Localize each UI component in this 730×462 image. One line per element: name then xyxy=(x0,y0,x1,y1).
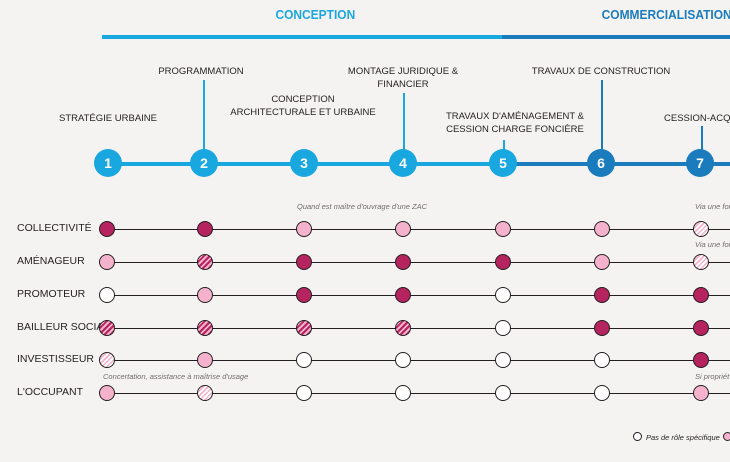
role-dot xyxy=(594,385,610,401)
stage-label-3: CONCEPTION ARCHITECTURALE ET URBAINE xyxy=(230,93,376,119)
role-dot xyxy=(594,254,610,270)
step-7: 7 xyxy=(686,149,714,177)
step-6: 6 xyxy=(587,149,615,177)
stage-label-4-line1: MONTAGE JURIDIQUE & xyxy=(347,66,459,77)
legend-no-role-dot xyxy=(633,432,642,441)
actor-row-line xyxy=(107,229,730,230)
stage-label-4-line2: FINANCIER xyxy=(377,79,429,90)
legend-partial-role-dot xyxy=(723,432,730,441)
legend-no-role-label: Pas de rôle spécifique xyxy=(646,433,720,442)
actor-row-line xyxy=(107,262,730,263)
note-via-1: Via une for xyxy=(695,202,730,211)
role-dot xyxy=(395,320,411,336)
connector-6 xyxy=(601,80,603,150)
role-dot xyxy=(693,221,709,237)
role-dot xyxy=(395,254,411,270)
role-dot xyxy=(197,221,213,237)
stage-label-3-line2: ARCHITECTURALE ET URBAINE xyxy=(230,107,376,118)
phase-conception-title: CONCEPTION xyxy=(275,7,356,22)
stage-label-4: MONTAGE JURIDIQUE & FINANCIER xyxy=(348,65,458,91)
step-1: 1 xyxy=(94,149,122,177)
role-dot xyxy=(495,352,511,368)
stage-label-7: CESSION-ACQUIS xyxy=(664,113,730,124)
stage-label-2: PROGRAMMATION xyxy=(158,66,244,77)
role-dot xyxy=(594,221,610,237)
connector-7 xyxy=(701,126,703,150)
role-dot xyxy=(693,320,709,336)
step-4: 4 xyxy=(389,149,417,177)
note-via-2: Via une fon xyxy=(695,240,730,249)
role-dot xyxy=(296,287,312,303)
role-dot xyxy=(99,385,115,401)
actor-row-line xyxy=(107,295,730,296)
note-zac: Quand est maître d'ouvrage d'une ZAC xyxy=(297,202,428,211)
role-dot xyxy=(99,254,115,270)
role-dot xyxy=(197,254,213,270)
step-5: 5 xyxy=(489,149,517,177)
phase-conception-bar xyxy=(102,35,502,39)
stage-label-6: TRAVAUX DE CONSTRUCTION xyxy=(531,66,671,77)
role-dot xyxy=(693,287,709,303)
role-dot xyxy=(296,320,312,336)
stage-label-5-line2: CESSION CHARGE FONCIÈRE xyxy=(446,124,584,135)
role-dot xyxy=(495,221,511,237)
role-dot xyxy=(693,385,709,401)
actor-row-line xyxy=(107,360,730,361)
role-dot xyxy=(495,254,511,270)
role-dot xyxy=(594,287,610,303)
actor-label: BAILLEUR SOCIAL xyxy=(17,321,110,333)
role-dot xyxy=(99,221,115,237)
role-dot xyxy=(395,385,411,401)
role-dot xyxy=(99,352,115,368)
actor-label: L'OCCUPANT xyxy=(17,386,83,398)
role-dot xyxy=(395,287,411,303)
role-dot xyxy=(395,352,411,368)
timeline-commercialisation xyxy=(502,162,730,166)
role-dot xyxy=(495,385,511,401)
role-dot xyxy=(197,385,213,401)
phase-commercialisation-title: COMMERCIALISATION xyxy=(601,7,730,22)
role-dot xyxy=(296,221,312,237)
role-dot xyxy=(197,352,213,368)
actor-label: INVESTISSEUR xyxy=(17,353,95,365)
role-dot xyxy=(693,352,709,368)
actor-label: COLLECTIVITÉ xyxy=(17,222,92,234)
role-dot xyxy=(594,352,610,368)
connector-2 xyxy=(203,80,205,150)
role-dot xyxy=(495,320,511,336)
role-dot xyxy=(594,320,610,336)
step-2: 2 xyxy=(190,149,218,177)
stage-label-1: STRATÉGIE URBAINE xyxy=(58,113,158,124)
stage-label-3-line1: CONCEPTION xyxy=(271,94,335,105)
phase-commercialisation-bar xyxy=(502,35,730,39)
role-dot xyxy=(99,320,115,336)
role-dot xyxy=(693,254,709,270)
stage-label-5-line1: TRAVAUX D'AMÉNAGEMENT & xyxy=(445,111,585,122)
actor-row-line xyxy=(107,393,730,394)
actor-label: PROMOTEUR xyxy=(17,288,86,300)
actor-label: AMÉNAGEUR xyxy=(17,255,85,267)
stage-label-5: TRAVAUX D'AMÉNAGEMENT & CESSION CHARGE F… xyxy=(446,110,584,136)
role-dot xyxy=(296,254,312,270)
note-si: Si propriét xyxy=(695,372,730,381)
connector-4 xyxy=(403,93,405,150)
role-dot xyxy=(99,287,115,303)
actor-row-line xyxy=(107,328,730,329)
role-dot xyxy=(197,287,213,303)
note-concertation: Concertation, assistance à maîtrise d'us… xyxy=(103,372,249,381)
role-dot xyxy=(296,385,312,401)
step-3: 3 xyxy=(290,149,318,177)
role-dot xyxy=(197,320,213,336)
role-dot xyxy=(395,221,411,237)
role-dot xyxy=(296,352,312,368)
connector-5 xyxy=(503,140,505,150)
role-dot xyxy=(495,287,511,303)
